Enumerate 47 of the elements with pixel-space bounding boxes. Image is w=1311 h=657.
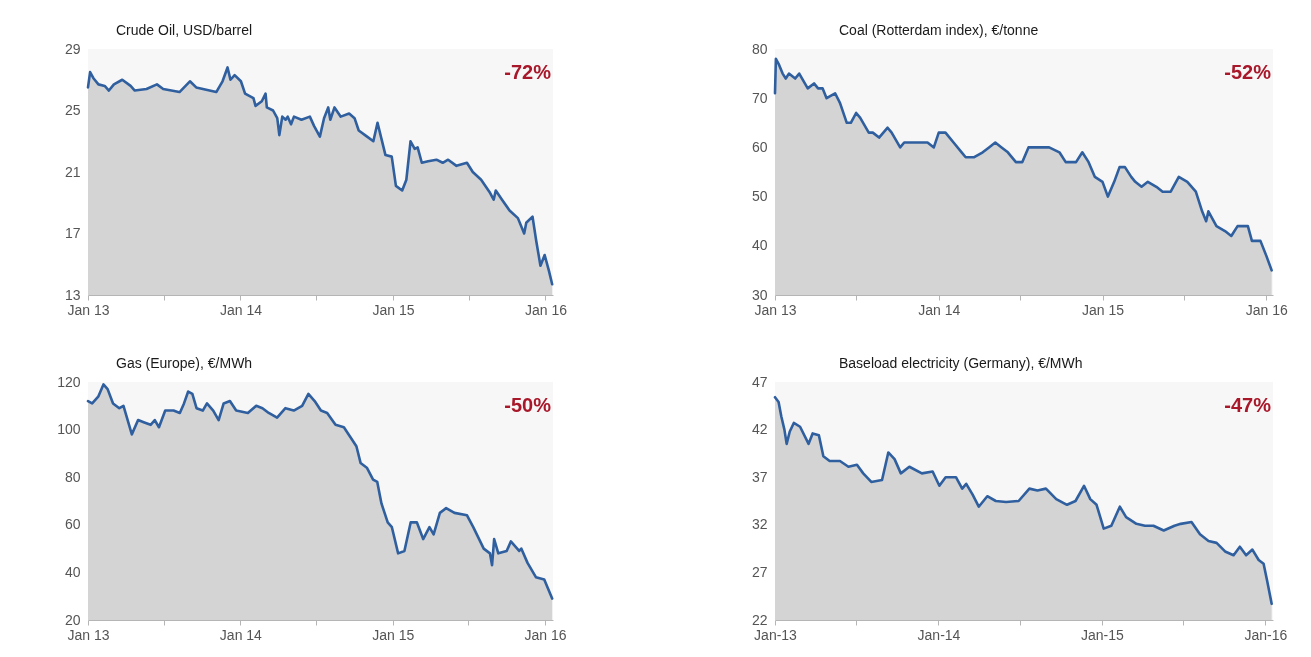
y-tick-label: 70 <box>751 89 768 106</box>
x-tick-label: Jan 13 <box>67 301 110 318</box>
chart-title: Crude Oil, USD/barrel <box>116 22 253 38</box>
chart-title: Coal (Rotterdam index), €/tonne <box>839 22 1039 38</box>
y-tick-label: 47 <box>751 373 768 390</box>
x-tick-label: Jan-16 <box>1244 626 1288 643</box>
y-tick-label: 21 <box>64 163 81 180</box>
y-tick-label: 17 <box>64 225 81 241</box>
x-tick-label: Jan 14 <box>219 626 263 643</box>
y-tick-label: 80 <box>64 468 81 485</box>
x-tick-label: Jan 15 <box>372 301 415 318</box>
x-tick-label: Jan 16 <box>524 301 568 318</box>
y-tick-label: 120 <box>57 373 81 390</box>
x-tick-label: Jan 14 <box>219 301 263 318</box>
annotation: -50% <box>504 394 552 416</box>
x-tick-label: Jan 15 <box>1081 301 1125 318</box>
y-tick-label: 32 <box>751 516 768 533</box>
y-tick-label: 30 <box>751 286 768 303</box>
x-tick-label: Jan-15 <box>1081 626 1125 643</box>
y-tick-label: 40 <box>64 563 81 580</box>
x-tick-label: Jan 13 <box>754 301 797 318</box>
y-tick-label: 22 <box>751 611 768 628</box>
y-tick-label: 29 <box>64 40 81 57</box>
chart-title: Baseload electricity (Germany), €/MWh <box>839 355 1083 371</box>
x-tick-label: Jan-13 <box>754 626 798 643</box>
x-tick-label: Jan 15 <box>372 626 415 643</box>
y-tick-label: 60 <box>64 516 81 533</box>
y-tick-label: 27 <box>751 563 768 580</box>
y-tick-label: 60 <box>751 138 768 155</box>
x-tick-label: Jan-14 <box>917 626 961 643</box>
y-tick-label: 80 <box>751 40 768 57</box>
y-tick-label: 42 <box>751 421 768 438</box>
x-tick-label: Jan 13 <box>67 626 110 643</box>
x-tick-label: Jan 16 <box>524 626 567 643</box>
y-tick-label: 25 <box>64 102 81 118</box>
y-tick-label: 13 <box>64 286 81 303</box>
annotation: -72% <box>504 61 552 83</box>
annotation: -47% <box>1224 394 1272 416</box>
chart-title: Gas (Europe), €/MWh <box>116 355 253 371</box>
x-tick-label: Jan 16 <box>1245 301 1288 318</box>
y-tick-label: 20 <box>64 611 81 628</box>
y-tick-label: 100 <box>57 421 81 438</box>
x-tick-label: Jan 14 <box>918 301 961 318</box>
y-tick-label: 50 <box>751 188 768 205</box>
y-tick-label: 37 <box>751 468 768 485</box>
y-tick-label: 40 <box>751 237 768 254</box>
annotation: -52% <box>1224 61 1272 83</box>
